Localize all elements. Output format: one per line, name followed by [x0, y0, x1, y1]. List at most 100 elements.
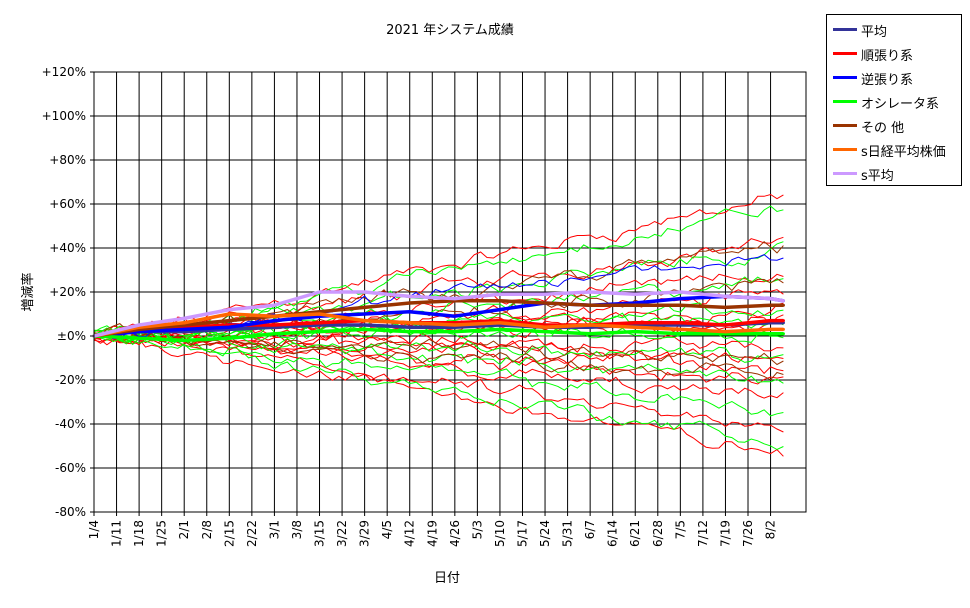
legend-label: その 他 — [861, 121, 905, 136]
series-point-1 — [633, 321, 637, 325]
x-tick-label: 5/31 — [561, 520, 575, 547]
x-tick-label: 1/18 — [132, 520, 146, 547]
y-tick-label: +20% — [49, 285, 86, 299]
series-point-4 — [769, 303, 773, 307]
x-tick-label: 6/14 — [606, 520, 620, 547]
series-point-6 — [723, 294, 727, 298]
series-point-5 — [318, 312, 322, 316]
y-tick-label: ±0% — [57, 329, 86, 343]
series-point-2 — [408, 310, 412, 314]
x-tick-label: 5/3 — [470, 520, 484, 539]
series-point-5 — [408, 321, 412, 325]
series-point-6 — [363, 290, 367, 294]
series-point-2 — [453, 314, 457, 318]
series-point-5 — [678, 327, 682, 331]
series-point-3 — [363, 327, 367, 331]
series-point-5 — [781, 327, 785, 331]
series-point-6 — [408, 294, 412, 298]
series-point-6 — [588, 290, 592, 294]
series-point-4 — [543, 301, 547, 305]
series-point-1 — [781, 319, 785, 323]
series-point-6 — [182, 316, 186, 320]
series-point-6 — [498, 292, 502, 296]
series-point-3 — [781, 332, 785, 336]
y-tick-label: +80% — [49, 153, 86, 167]
series-point-3 — [318, 330, 322, 334]
series-point-6 — [633, 292, 637, 296]
series-point-3 — [588, 332, 592, 336]
legend-label: 平均 — [861, 25, 888, 40]
series-point-2 — [498, 308, 502, 312]
y-tick-label: +40% — [49, 241, 86, 255]
y-tick-label: +60% — [49, 197, 86, 211]
series-point-3 — [498, 327, 502, 331]
series-point-3 — [408, 330, 412, 334]
series-point-2 — [272, 319, 276, 323]
x-tick-label: 4/12 — [403, 520, 417, 547]
x-tick-label: 6/21 — [628, 520, 642, 547]
series-point-1 — [723, 323, 727, 327]
system-trace — [93, 332, 784, 451]
series-point-5 — [227, 312, 231, 316]
series-point-3 — [182, 338, 186, 342]
series-point-1 — [318, 321, 322, 325]
system-trace — [93, 331, 784, 366]
x-tick-label: 2/15 — [222, 520, 236, 547]
legend-label: 順張り系 — [861, 49, 914, 64]
y-tick-label: -40% — [55, 417, 86, 431]
series-point-6 — [272, 303, 276, 307]
x-tick-label: 7/5 — [673, 520, 687, 539]
series-point-2 — [363, 312, 367, 316]
x-tick-label: 6/7 — [583, 520, 597, 539]
series-point-3 — [453, 330, 457, 334]
legend-item: その 他 — [827, 115, 961, 136]
x-tick-label: 4/5 — [380, 520, 394, 539]
series-point-6 — [227, 308, 231, 312]
series-point-6 — [678, 290, 682, 294]
series-point-4 — [363, 305, 367, 309]
x-tick-label: 3/8 — [290, 520, 304, 539]
series-point-5 — [723, 330, 727, 334]
series-point-4 — [227, 319, 231, 323]
series-point-3 — [678, 332, 682, 336]
series-point-4 — [588, 303, 592, 307]
legend-swatch — [833, 124, 857, 127]
series-point-5 — [769, 327, 773, 331]
x-tick-label: 2/22 — [245, 520, 259, 547]
series-point-2 — [678, 297, 682, 301]
series-point-1 — [769, 319, 773, 323]
series-point-3 — [227, 336, 231, 340]
series-point-6 — [318, 290, 322, 294]
series-point-5 — [588, 323, 592, 327]
chart-title: 2021 年システム成績 — [386, 23, 514, 38]
series-point-2 — [182, 327, 186, 331]
y-tick-label: +120% — [42, 65, 86, 79]
y-tick-label: -20% — [55, 373, 86, 387]
series-point-4 — [408, 301, 412, 305]
system-trace — [93, 323, 784, 381]
y-axis-label: 増減率 — [20, 272, 36, 311]
legend-label: 逆張り系 — [861, 73, 914, 88]
x-tick-label: 7/19 — [718, 520, 732, 547]
plot-frame — [93, 71, 807, 513]
legend-swatch — [833, 52, 857, 55]
system-trace — [93, 330, 784, 417]
series-point-5 — [633, 325, 637, 329]
x-tick-label: 1/4 — [87, 520, 101, 539]
system-trace — [93, 331, 784, 385]
x-tick-label: 3/22 — [335, 520, 349, 547]
series-point-4 — [633, 303, 637, 307]
series-point-5 — [543, 325, 547, 329]
legend-label: オシレータ系 — [861, 97, 940, 112]
series-point-5 — [498, 321, 502, 325]
series-point-6 — [453, 297, 457, 301]
legend: 平均 順張り系 逆張り系 オシレータ系 その 他 s日経平均株価 s平均 — [826, 14, 962, 186]
series-point-0 — [363, 323, 367, 327]
x-tick-label: 4/26 — [448, 520, 462, 547]
legend-item: 逆張り系 — [827, 67, 961, 88]
system-trace — [93, 333, 784, 457]
x-tick-label: 3/1 — [267, 520, 281, 539]
series-point-5 — [182, 321, 186, 325]
